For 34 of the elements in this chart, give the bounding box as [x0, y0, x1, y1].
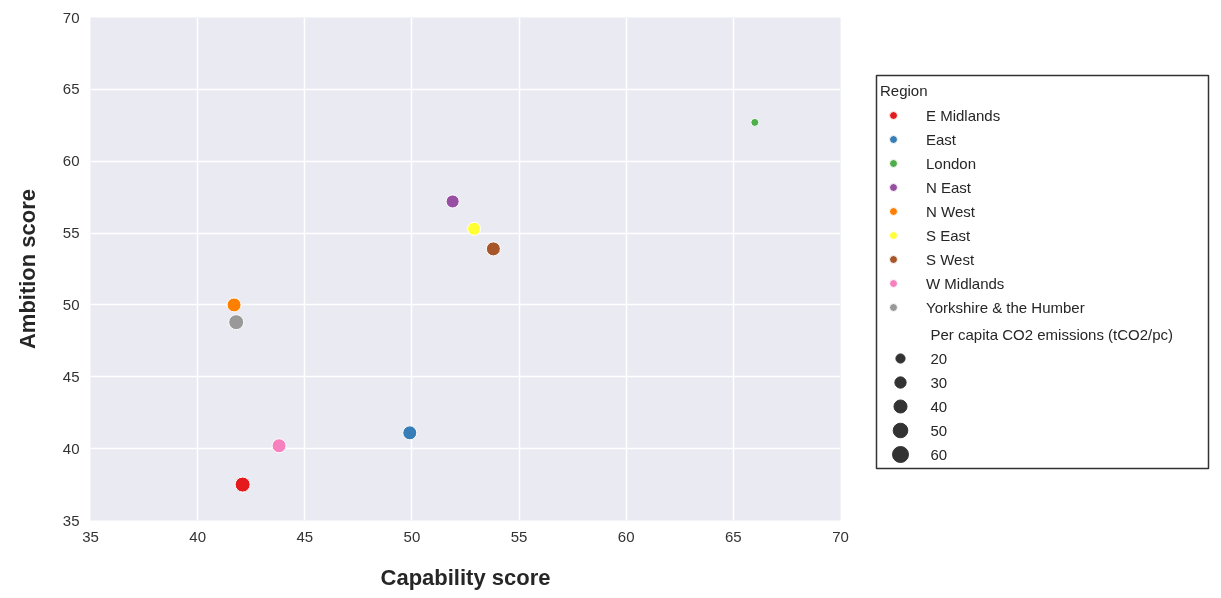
y-tick-label: 70	[62, 8, 80, 26]
x-tick-label: 55	[510, 527, 528, 545]
legend-label: N East	[926, 177, 972, 197]
x-tick-label: 70	[832, 527, 849, 545]
legend-label: 30	[930, 373, 948, 391]
legend-label: 40	[930, 397, 948, 415]
y-tick-label: 60	[62, 152, 80, 170]
y-tick-label: 40	[62, 439, 80, 457]
y-tick-label: 50	[62, 295, 80, 313]
x-tick-label: 60	[617, 527, 635, 545]
legend-label: London	[926, 153, 977, 173]
text: Per capita CO2 emissions (tCO2/pc)	[930, 326, 1174, 343]
x-tick-label: 50	[403, 527, 421, 545]
x-tick-label: 40	[189, 527, 206, 545]
legend-label: S West	[926, 249, 975, 269]
legend-label: N West	[926, 201, 975, 221]
y-tick-label: 35	[62, 511, 80, 529]
x-tick-label: 45	[296, 527, 314, 545]
legend-label: 50	[930, 421, 948, 439]
legend-label: E Midlands	[926, 105, 1001, 125]
y-axis-title: Ambition score	[14, 188, 40, 350]
legend-label: 20	[930, 349, 948, 367]
y-tick-label: 65	[62, 80, 80, 98]
legend-label: S East	[926, 225, 971, 245]
x-tick-label: 35	[82, 527, 99, 545]
legend-label: W Midlands	[926, 273, 1005, 293]
y-tick-label: 55	[62, 224, 80, 242]
legend-label: East	[926, 129, 957, 149]
x-axis-title: Capability score	[380, 564, 551, 590]
legend-label: 60	[930, 445, 948, 463]
legend-label: Yorkshire & the Humber	[926, 297, 1085, 317]
x-tick-label: 65	[725, 527, 742, 545]
legend-title: Region	[880, 82, 929, 99]
y-tick-label: 45	[62, 367, 80, 385]
